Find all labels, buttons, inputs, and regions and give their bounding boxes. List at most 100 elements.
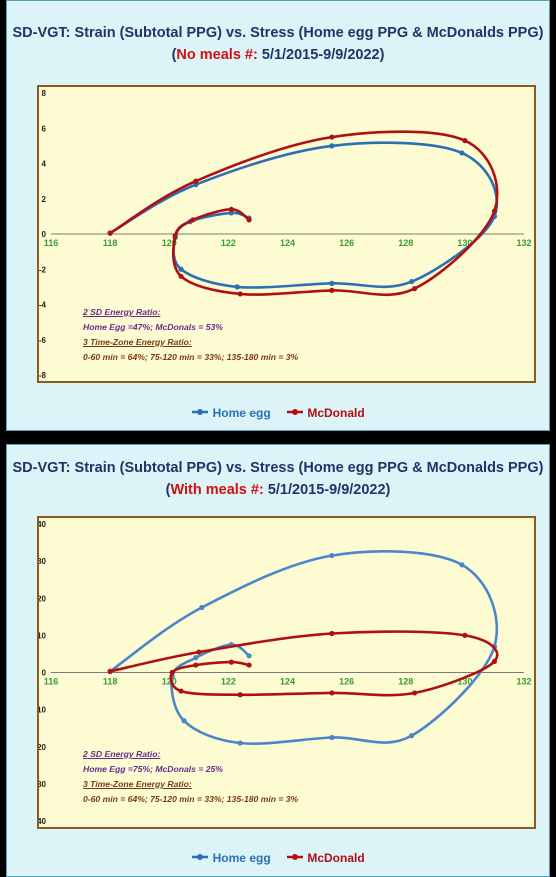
x-tick-label: 126 [339,677,354,687]
x-tick-label: 116 [44,677,59,687]
data-point-home-egg [246,653,252,659]
legend-home-egg-marker [192,854,209,860]
data-point-mcdonald [193,178,199,184]
data-point-home-egg [409,733,415,739]
x-tick-label: 132 [516,677,531,687]
data-point-home-egg [178,266,184,272]
y-tick-label: 2 [42,195,47,204]
data-point-mcdonald [329,134,335,140]
plot-area: 116 118 120 122 124 126 128 130 132 8 6 4 2 0 -2 -4 -6 -8… [37,85,536,383]
data-point-home-egg [329,143,335,149]
data-point-mcdonald [190,217,196,223]
data-point-home-egg [329,280,335,286]
data-point-home-egg [329,734,335,741]
data-point-home-egg [459,150,465,156]
data-point-mcdonald [412,690,418,696]
series-line-mcdonald [108,630,499,697]
data-point-mcdonald [178,688,184,694]
data-point-home-egg [459,562,465,568]
data-point-home-egg [237,740,243,746]
legend: Home egg McDonald [7,406,549,420]
data-point-mcdonald [412,286,418,292]
x-tick-label: 124 [280,238,295,248]
data-point-mcdonald [462,137,468,144]
chart-subtitle: (With meals #: 5/1/2015-9/9/2022) [7,482,549,498]
data-point-home-egg [409,278,415,285]
legend-home-egg: Home egg [191,406,271,420]
data-point-home-egg [181,718,187,724]
y-tick-label: -8 [39,371,47,380]
data-point-mcdonald [178,273,184,279]
energy-notes: 2 SD Energy Ratio: Home Egg =75%; McDona… [83,747,298,807]
legend-home-egg-label: Home egg [212,851,271,865]
data-point-mcdonald [169,669,175,676]
data-point-mcdonald [329,287,335,293]
subtitle-red: No meals #: [176,47,258,63]
chart-svg: 116 118 120 122 124 126 128 130 132 8 6 4 2 0 -2 -4 -6 -8 [39,89,532,380]
x-tick-label: 122 [221,238,236,248]
data-point-mcdonald [196,649,202,655]
y-tick-label: -4 [39,301,47,310]
series-line-mcdonald [108,130,499,297]
sd-ratio-text: Home Egg =47%; McDonals = 53% [83,322,223,332]
legend-home-egg: Home egg [191,851,271,865]
chart-panel-no-meals: SD-VGT: Strain (Subtotal PPG) vs. Stress… [6,0,550,431]
x-tick-label: 118 [103,238,118,248]
tz-ratio-title: 3 Time-Zone Energy Ratio: [83,779,192,789]
data-point-home-egg [193,655,199,661]
data-point-mcdonald [246,662,252,668]
x-tick-label: 122 [221,677,236,687]
x-tick-label: 118 [103,677,118,687]
y-tick-label: 10 [39,631,47,640]
legend-home-egg-marker [192,409,209,415]
x-tick-label: 124 [280,677,295,687]
x-tick-label: 116 [44,238,59,248]
subtitle-rest: 5/1/2015-9/9/2022) [263,482,391,498]
subtitle-prefix: ( [171,47,177,63]
plot-area: 116 118 120 122 124 126 128 130 132 40 30 20 10 0 -10 -… [34,516,536,829]
series-line-home-egg [108,550,499,745]
y-tick-label: -6 [39,336,47,345]
data-point-mcdonald [172,233,178,239]
x-tick-label: 128 [398,238,413,248]
y-tick-label: 0 [42,669,47,678]
data-point-mcdonald [246,217,252,223]
tz-ratio-text: 0-60 min = 64%; 75-120 min = 33%; 135-18… [83,794,299,804]
data-point-mcdonald [107,668,113,674]
legend-mcdonald: McDonald [286,406,365,420]
x-tick-label: 126 [339,238,354,248]
subtitle-red: With meals #: [170,482,264,498]
data-point-mcdonald [228,659,234,665]
subtitle-prefix: ( [165,482,171,498]
y-tick-label: 20 [39,594,47,603]
data-point-mcdonald [228,206,234,212]
y-tick-label: 30 [39,557,47,566]
data-point-mcdonald [237,692,243,698]
y-tick-label: -2 [39,265,47,274]
legend: Home egg McDonald [7,851,549,865]
data-point-mcdonald [491,208,498,214]
energy-notes: 2 SD Energy Ratio: Home Egg =47%; McDona… [83,305,298,365]
legend-mcdonald-label: McDonald [307,406,365,420]
chart-panel-with-meals: SD-VGT: Strain (Subtotal PPG) vs. Stress… [6,444,550,877]
y-tick-label: 0 [42,230,47,239]
data-point-home-egg [199,604,205,611]
y-tick-label: -10 [39,706,47,715]
sd-ratio-title: 2 SD Energy Ratio: [83,307,161,317]
sd-ratio-text: Home Egg =75%; McDonals = 25% [83,764,223,774]
legend-mcdonald-marker [287,409,303,415]
legend-home-egg-label: Home egg [212,406,271,420]
subtitle-rest: 5/1/2015-9/9/2022) [257,47,385,63]
data-point-mcdonald [193,662,199,668]
data-point-mcdonald [237,291,243,297]
sd-ratio-title: 2 SD Energy Ratio: [83,749,161,759]
legend-mcdonald-label: McDonald [307,851,365,865]
x-tick-label: 120 [162,677,177,687]
x-tick-label: 132 [516,238,531,248]
data-point-home-egg [234,284,240,290]
y-tick-label: 4 [42,160,47,169]
tz-ratio-title: 3 Time-Zone Energy Ratio: [83,337,192,347]
data-point-mcdonald [462,632,468,638]
tz-ratio-text: 0-60 min = 64%; 75-120 min = 33%; 135-18… [83,352,299,362]
y-tick-label: 40 [39,520,47,529]
